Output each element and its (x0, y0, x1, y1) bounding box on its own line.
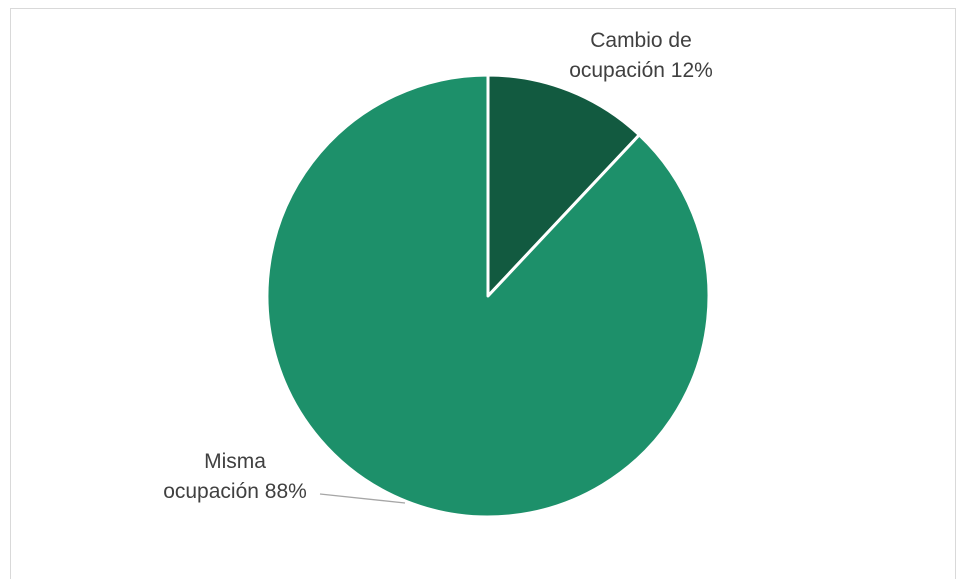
label-misma-line2: ocupación 88% (163, 480, 307, 503)
leader-line-misma (319, 493, 406, 504)
chart-frame (10, 8, 956, 579)
label-misma-line1: Misma (204, 450, 266, 473)
pie-slices (265, 73, 711, 519)
slice-cambio-de-ocupacion (486, 73, 641, 298)
slice-misma-ocupacion (265, 73, 711, 519)
label-cambio-line2: ocupación 12% (569, 59, 713, 82)
label-cambio-line1: Cambio de (590, 29, 692, 52)
